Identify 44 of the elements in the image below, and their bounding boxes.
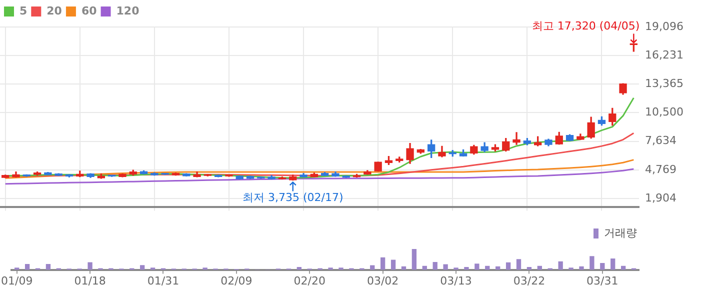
bar — [390, 260, 396, 270]
bar — [516, 259, 522, 270]
x-tick-label: 03/31 — [586, 274, 618, 288]
legend-label: 20 — [46, 4, 62, 18]
legend-label: 60 — [81, 4, 98, 18]
x-tick-label: 03/02 — [366, 274, 399, 288]
bar — [140, 265, 145, 270]
bar — [474, 264, 480, 270]
candlestick — [54, 173, 62, 176]
y-tick-label: 19,096 — [645, 20, 684, 33]
x-tick-label: 02/09 — [220, 274, 252, 288]
y-tick-label: 4,769 — [645, 162, 676, 176]
legend-label: 120 — [116, 4, 140, 18]
x-tick-label: 03/13 — [440, 274, 472, 288]
bar — [443, 264, 448, 270]
bar — [506, 262, 511, 270]
y-tick-label: 16,231 — [645, 48, 684, 62]
bar — [412, 249, 417, 270]
bar — [88, 262, 92, 270]
x-tick-label: 03/22 — [513, 274, 546, 288]
bar — [24, 264, 30, 270]
bar — [579, 266, 584, 270]
candlestick — [236, 176, 244, 180]
legend-label: 거래량 — [604, 226, 637, 240]
bar — [380, 257, 386, 270]
x-tick-label: 01/09 — [1, 274, 33, 288]
candlestick — [161, 172, 169, 176]
bar — [432, 262, 438, 270]
y-tick-label: 1,904 — [645, 191, 676, 204]
annotation: 최저 3,735 (02/17) — [242, 191, 344, 204]
y-tick-label: 10,500 — [645, 106, 684, 119]
bar — [558, 261, 563, 270]
bar — [610, 258, 616, 270]
x-tick-label: 02/20 — [294, 274, 326, 288]
x-tick-label: 01/31 — [147, 274, 180, 288]
y-tick-label: 7,634 — [645, 134, 676, 148]
annotation: 최고 17,320 (04/05) — [532, 20, 640, 33]
y-tick-label: 13,365 — [645, 77, 684, 90]
bar — [46, 264, 51, 270]
bar — [464, 266, 469, 270]
x-tick-label: 01/18 — [74, 274, 106, 288]
bar — [600, 263, 605, 270]
bar — [590, 256, 594, 270]
legend-label: 5 — [20, 4, 28, 18]
